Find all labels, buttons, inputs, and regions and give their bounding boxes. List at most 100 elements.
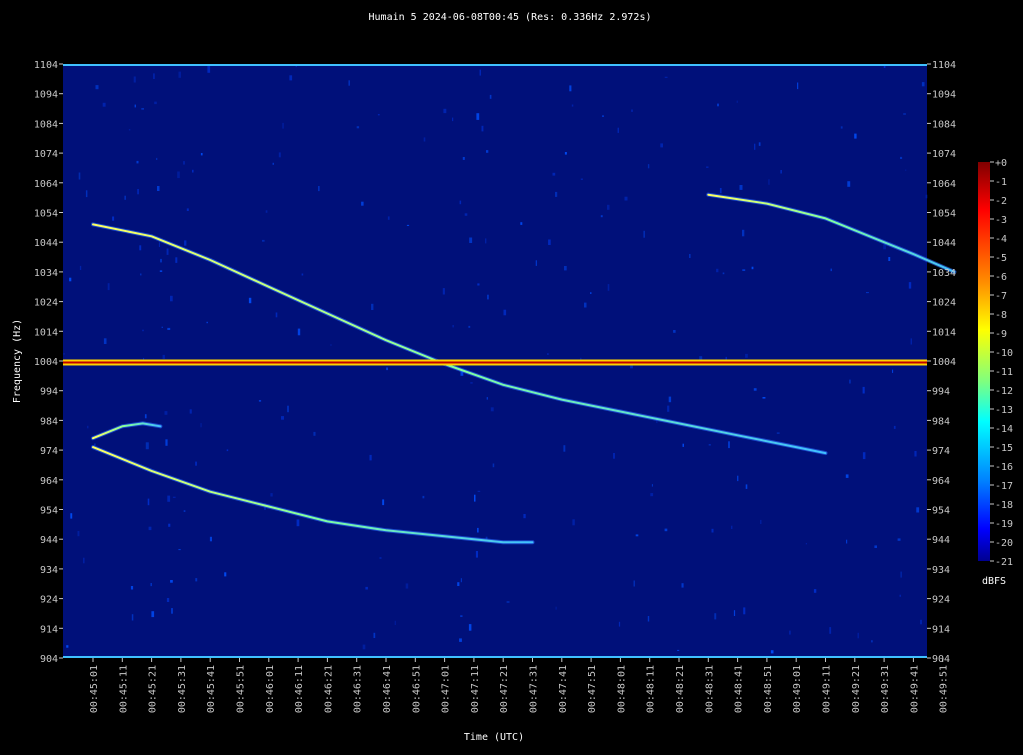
plot-area: [63, 64, 957, 658]
noise-speckle: [167, 495, 171, 502]
noise-speckle: [296, 519, 300, 527]
noise-speckle: [289, 75, 293, 81]
y-tick-label-right: 994: [932, 387, 950, 398]
noise-speckle: [725, 356, 727, 362]
noise-speckle: [682, 443, 684, 447]
noise-speckle: [664, 528, 668, 532]
x-tick-label: 00:47:21: [499, 665, 510, 713]
noise-speckle: [716, 268, 719, 273]
noise-speckle: [200, 423, 202, 428]
y-tick-label-right: 1064: [932, 179, 956, 190]
noise-speckle: [382, 499, 385, 506]
y-tick-label-right: 1074: [932, 149, 956, 160]
y-tick-label-right: 914: [932, 624, 950, 635]
y-tick-label-left: 1044: [34, 238, 58, 249]
noise-speckle: [780, 170, 782, 174]
noise-speckle: [170, 580, 173, 583]
noise-speckle: [184, 240, 187, 246]
noise-speckle: [883, 244, 886, 250]
noise-speckle: [94, 443, 96, 446]
x-tick-label: 00:46:31: [353, 665, 364, 713]
noise-speckle: [150, 583, 152, 587]
noise-speckle: [617, 127, 619, 133]
noise-speckle: [520, 222, 523, 225]
noise-speckle: [742, 269, 746, 271]
noise-speckle: [535, 260, 537, 266]
noise-speckle: [369, 454, 372, 461]
colorbar-tick-label: -16: [995, 462, 1013, 473]
signal-trace-3: [92, 446, 534, 544]
noise-speckle: [85, 190, 88, 198]
x-tick-label: 00:48:51: [763, 665, 774, 713]
noise-speckle: [136, 160, 139, 164]
noise-speckle: [145, 442, 149, 450]
x-tick-label: 00:49:51: [939, 665, 950, 713]
noise-speckle: [651, 484, 653, 487]
y-tick-label-left: 944: [40, 535, 58, 546]
y-tick-label-left: 1034: [34, 268, 58, 279]
noise-speckle: [386, 367, 388, 371]
bottom-edge-line: [63, 656, 927, 658]
noise-speckle: [914, 451, 917, 457]
x-tick-label: 00:48:31: [704, 665, 715, 713]
noise-speckle: [362, 644, 366, 650]
noise-speckle: [920, 619, 922, 625]
noise-speckle: [631, 109, 633, 112]
y-tick-label-left: 934: [40, 565, 58, 576]
y-tick-label-right: 1084: [932, 119, 956, 130]
x-tick-label: 00:49:01: [792, 665, 803, 713]
noise-speckle: [630, 365, 633, 369]
noise-speckle: [102, 102, 106, 107]
y-tick-label-right: 1054: [932, 209, 956, 220]
y-tick-label-right: 984: [932, 416, 950, 427]
noise-speckle: [728, 441, 730, 449]
noise-speckle: [699, 356, 703, 363]
colorbar-tick-label: -5: [995, 253, 1007, 264]
noise-speckle: [925, 194, 928, 199]
noise-speckle: [443, 108, 447, 114]
noise-speckle: [128, 129, 131, 131]
y-tick-label-left: 1094: [34, 90, 58, 101]
signal-trace-1: [92, 223, 827, 455]
noise-speckle: [840, 126, 843, 129]
noise-speckle: [548, 239, 551, 245]
noise-speckle: [673, 330, 676, 333]
noise-speckle: [905, 169, 907, 171]
x-axis-label: Time (UTC): [464, 732, 524, 743]
y-tick-label-left: 964: [40, 476, 58, 487]
noise-speckle: [903, 113, 906, 115]
y-tick-label-left: 914: [40, 624, 58, 635]
x-tick-label: 00:49:11: [822, 665, 833, 713]
colorbar-ticks: +0 -1 -2 -3 -4 -5 -6 -7 -8 -9 -10 -11 -12 -13 -14 -15 -1…: [990, 158, 1013, 568]
noise-speckle: [270, 493, 273, 497]
noise-speckle: [647, 164, 650, 169]
noise-speckle: [183, 161, 185, 165]
x-tick-label: 00:46:11: [294, 665, 305, 713]
signal-trace-4: [92, 422, 162, 440]
noise-speckle: [892, 369, 894, 373]
noise-speckle: [272, 162, 274, 165]
noise-speckle: [318, 186, 320, 192]
noise-speckle: [170, 295, 173, 302]
y-tick-label-right: 924: [932, 595, 950, 606]
noise-speckle: [468, 325, 471, 328]
noise-speckle: [379, 557, 382, 559]
noise-speckle: [751, 266, 754, 270]
signal-traces: [91, 192, 957, 545]
noise-speckle: [278, 152, 281, 158]
noise-speckle: [189, 409, 192, 414]
colorbar-tick-label: -21: [995, 557, 1013, 568]
noise-speckle: [897, 538, 901, 541]
x-tick-label: 00:49:31: [880, 665, 891, 713]
noise-speckle: [660, 143, 663, 148]
noise-speckle: [470, 382, 473, 384]
noise-speckle: [142, 329, 144, 332]
noise-speckle: [195, 461, 197, 466]
noise-speckle: [281, 416, 284, 420]
colorbar-tick-label: -17: [995, 481, 1013, 492]
noise-speckle: [476, 113, 480, 120]
noise-speckles: [63, 65, 928, 654]
noise-speckle: [736, 100, 738, 103]
colorbar-tick-label: -11: [995, 367, 1013, 378]
